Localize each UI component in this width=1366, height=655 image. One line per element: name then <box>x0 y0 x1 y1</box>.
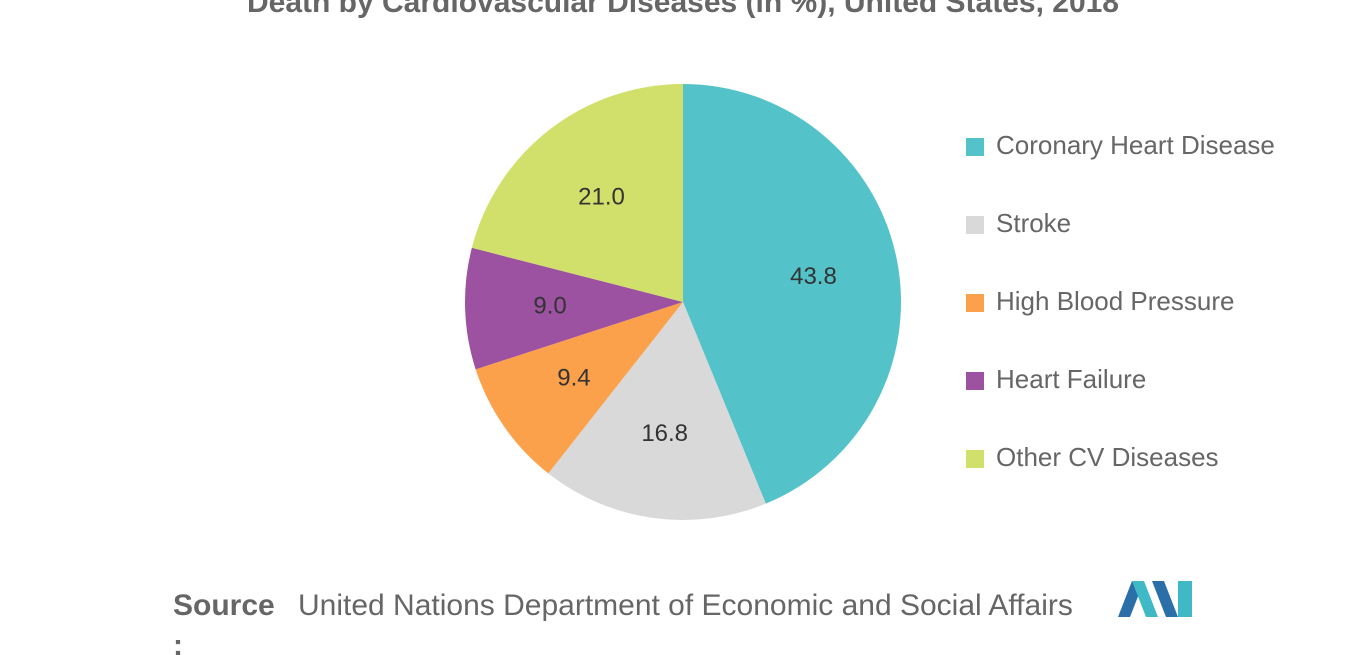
legend-label: Coronary Heart Disease <box>996 130 1275 160</box>
source-text: United Nations Department of Economic an… <box>298 589 1073 622</box>
legend-swatch <box>966 216 984 234</box>
legend-swatch <box>966 138 984 156</box>
slice-data-label: 21.0 <box>578 183 625 210</box>
pie-slice-1 <box>548 302 766 520</box>
pie-slice-4 <box>471 84 683 302</box>
legend-label: High Blood Pressure <box>996 286 1235 316</box>
chart-title: Death by Cardiovascular Diseases (in %),… <box>246 0 1119 19</box>
legend-label: Heart Failure <box>996 364 1147 394</box>
source-colon: : <box>173 629 183 655</box>
slice-data-label: 16.8 <box>641 420 688 447</box>
legend-swatch <box>966 450 984 468</box>
legend-swatch <box>966 372 984 390</box>
legend-label: Other CV Diseases <box>996 442 1219 472</box>
pie-slice-2 <box>475 302 683 474</box>
legend-swatch <box>966 294 984 312</box>
mordor-intelligence-logo-icon <box>1118 581 1192 617</box>
pie-slice-0 <box>683 84 901 504</box>
source-label: Source <box>173 589 275 622</box>
pie-slice-3 <box>465 247 683 370</box>
slice-data-label: 9.4 <box>557 365 590 392</box>
slice-data-label: 9.0 <box>533 293 566 320</box>
slice-data-label: 43.8 <box>790 263 837 290</box>
legend-label: Stroke <box>996 208 1072 238</box>
